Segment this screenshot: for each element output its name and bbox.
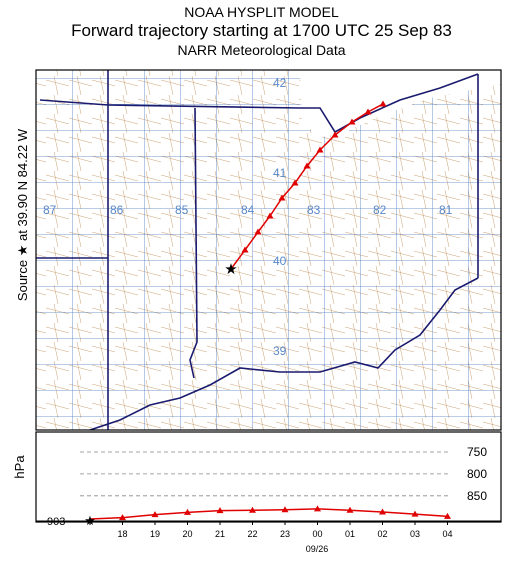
x-tick-label-22: 22 [247,529,257,539]
lon-label-81: 81 [439,203,453,217]
trajectory-marker-5 [291,179,299,186]
start-level-label: 903 [47,516,65,528]
x-tick-label-00: 00 [312,529,322,539]
trajectory-marker-1 [241,246,249,253]
source-word: Source [15,260,30,301]
start-star-icon: ★ [84,513,96,528]
model-title: NOAA HYSPLIT MODEL [184,4,339,20]
x-tick-label-21: 21 [215,529,225,539]
lat-label-41: 41 [273,166,287,180]
lat-label-40: 40 [273,254,287,268]
lon-label-82: 82 [373,203,387,217]
hour-ticks: 18 19 20 21 22 23 00 01 02 03 04 [89,521,453,539]
y-axis-label: hPa [12,455,27,479]
pressure-tick-labels: 750 800 850 [467,445,487,503]
profile-marker-21 [216,507,224,514]
trajectory-title: Forward trajectory starting at 1700 UTC … [71,21,452,40]
lake-area [300,70,501,138]
lon-label-87: 87 [43,203,57,217]
profile-marker-20 [184,508,191,515]
lon-label-86: 86 [110,203,124,217]
lon-label-84: 84 [241,203,255,217]
map-panel: 42 41 40 39 87 86 85 84 83 82 81 ★ [36,70,501,430]
lat-label-42: 42 [273,76,287,90]
trajectory-marker-11 [379,100,387,107]
trajectory-marker-9 [348,118,356,125]
profile-marker-23 [281,506,289,513]
county-borders [36,70,501,430]
y-tick-label-850: 850 [467,489,487,503]
x-tick-label-18: 18 [117,529,127,539]
source-lat: 39.90 N [15,181,30,227]
x-tick-label-23: 23 [280,529,290,539]
source-lon: 84.22 W [15,128,30,177]
profile-marker-18 [119,514,126,521]
profile-marker-03 [411,510,419,517]
y-tick-label-800: 800 [467,467,487,481]
profile-line [89,508,448,520]
map-frame [35,69,502,431]
profile-marker-22 [249,506,256,513]
trajectory-marker-7 [316,146,324,153]
x-tick-label-19: 19 [150,529,160,539]
lon-label-83: 83 [307,203,321,217]
trajectory-marker-6 [303,162,311,169]
profile-marker-00 [314,505,321,512]
source-star-legend-icon: ★ [15,245,30,257]
trajectory-marker-4 [278,194,286,201]
met-data-title: NARR Meteorological Data [177,42,346,58]
vertical-profile-panel: 750 800 850 18 19 20 21 22 23 00 01 02 03 04 903 ★ 0… [12,431,502,554]
profile-marker-19 [151,511,159,518]
source-label: Source ★ at 39.90 N 84.22 W [15,128,30,301]
x-tick-label-02: 02 [377,529,387,539]
x-tick-label-04: 04 [442,529,452,539]
trajectory-marker-8 [331,131,339,138]
x-tick-label-03: 03 [410,529,420,539]
lat-label-39: 39 [273,344,287,358]
date-label: 09/26 [306,544,329,554]
trajectory-marker-3 [266,212,274,219]
profile-marker-04 [444,512,451,519]
profile-marker-02 [379,508,386,515]
lon-label-85: 85 [175,203,189,217]
trajectory-line [230,103,384,270]
source-star-icon: ★ [224,261,237,278]
svg-text:Source ★ at 39.90 N 84.22 W: Source ★ at 39.90 N 84.22 W [15,128,30,301]
x-tick-label-01: 01 [345,529,355,539]
trajectory-marker-2 [254,228,262,235]
y-tick-label-750: 750 [467,445,487,459]
profile-markers [119,505,451,521]
trajectory-hour-markers [241,100,387,253]
trajectory-marker-10 [364,108,372,115]
x-tick-label-20: 20 [182,529,192,539]
source-at: at [15,230,30,241]
pressure-gridlines [36,451,501,522]
profile-marker-01 [346,506,354,513]
